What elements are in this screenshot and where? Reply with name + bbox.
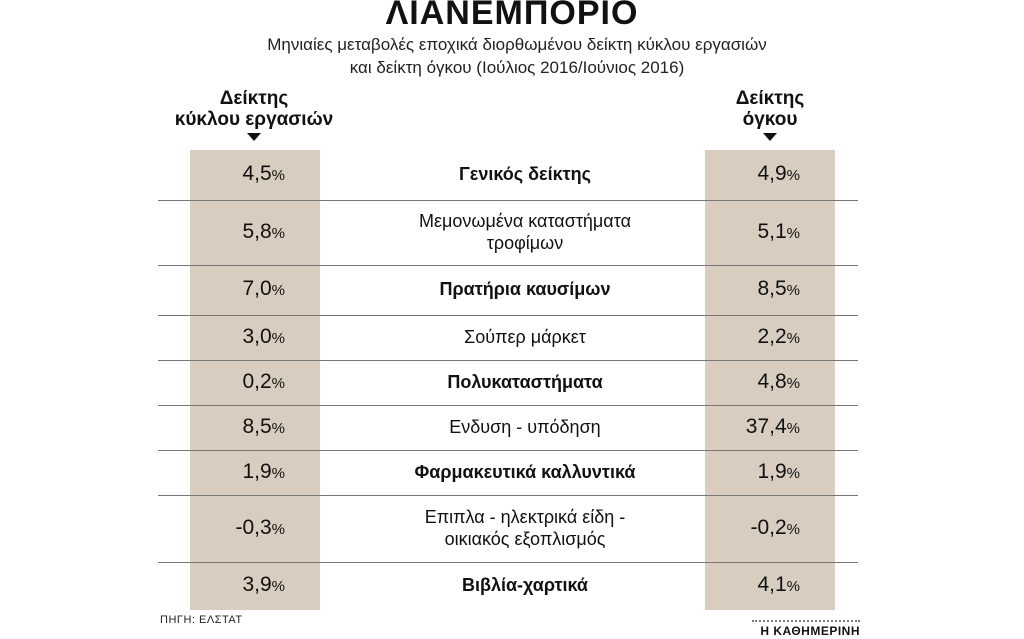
down-arrow-icon xyxy=(763,133,777,141)
category-label: Ενδυση - υπόδηση xyxy=(355,416,695,438)
volume-value: 4,8% xyxy=(700,370,800,394)
percent-sign: % xyxy=(271,520,285,538)
volume-value-number: 8,5 xyxy=(757,277,787,300)
category-label: Φαρμακευτικά καλλυντικά xyxy=(355,461,695,483)
category-label-line: Γενικός δείκτης xyxy=(458,164,592,184)
volume-column-header: Δείκτης όγκου xyxy=(690,88,850,141)
volume-value-number: 5,1 xyxy=(757,219,787,243)
category-label-line: Μεμονωμένα καταστήματα xyxy=(419,210,631,231)
category-label-line: Βιβλία-χαρτικά xyxy=(461,575,588,595)
turnover-value-number: 8,5 xyxy=(242,414,272,438)
category-label-line: Φαρμακευτικά καλλυντικά xyxy=(414,461,636,482)
percent-sign: % xyxy=(271,374,285,392)
category-label: Γενικός δείκτης xyxy=(355,163,695,185)
category-label-line: Πολυκαταστήματα xyxy=(447,371,603,392)
percent-sign: % xyxy=(786,282,800,299)
chart-subtitle-line-2: και δείκτη όγκου (Ιούλιος 2016/Ιούνιος 2… xyxy=(349,58,685,77)
volume-value: 8,5% xyxy=(700,277,800,301)
volume-value-number: 4,8 xyxy=(757,369,787,393)
volume-value: 1,9% xyxy=(700,460,800,484)
volume-value-number: 4,9 xyxy=(757,162,787,185)
percent-sign: % xyxy=(786,329,800,347)
category-label-line: Επιπλα - ηλεκτρικά είδη - xyxy=(424,506,626,527)
percent-sign: % xyxy=(786,464,800,482)
turnover-value-number: 7,0 xyxy=(242,277,272,300)
percent-sign: % xyxy=(786,167,800,184)
percent-sign: % xyxy=(786,374,800,392)
volume-value: 4,1% xyxy=(700,573,800,597)
category-label: Πολυκαταστήματα xyxy=(355,371,695,393)
turnover-value: 0,2% xyxy=(185,370,285,394)
category-label-line: Ενδυση - υπόδηση xyxy=(449,416,601,437)
row-separator xyxy=(158,265,858,266)
volume-value: 37,4% xyxy=(700,415,800,439)
category-label: Βιβλία-χαρτικά xyxy=(355,574,695,596)
turnover-value: 5,8% xyxy=(185,220,285,244)
percent-sign: % xyxy=(271,464,285,482)
turnover-value: -0,3% xyxy=(185,516,285,540)
category-label: Επιπλα - ηλεκτρικά είδη - οικιακός εξοπλι… xyxy=(355,506,695,550)
volume-column-band xyxy=(705,150,835,610)
volume-value: 4,9% xyxy=(700,162,800,186)
category-label-line: Πρατήρια καυσίμων xyxy=(439,279,611,299)
row-separator xyxy=(158,562,858,563)
percent-sign: % xyxy=(271,282,285,299)
volume-header-line-2: όγκου xyxy=(742,109,798,130)
turnover-value: 8,5% xyxy=(185,415,285,439)
turnover-column-band xyxy=(190,150,320,610)
volume-value: -0,2% xyxy=(700,516,800,540)
volume-value-number: 2,2 xyxy=(757,324,787,348)
down-arrow-icon xyxy=(247,133,261,141)
volume-value: 2,2% xyxy=(700,325,800,349)
percent-sign: % xyxy=(786,419,800,437)
volume-value-number: 37,4 xyxy=(745,414,787,438)
category-label: Σούπερ μάρκετ xyxy=(355,326,695,348)
volume-value: 5,1% xyxy=(700,220,800,244)
volume-value-number: -0,2 xyxy=(750,515,787,539)
percent-sign: % xyxy=(271,329,285,347)
turnover-value: 7,0% xyxy=(185,277,285,301)
category-label: Μεμονωμένα καταστήματα τροφίμων xyxy=(355,210,695,254)
percent-sign: % xyxy=(786,578,800,595)
category-label-line: τροφίμων xyxy=(486,232,564,253)
row-separator xyxy=(158,495,858,496)
percent-sign: % xyxy=(271,167,285,184)
row-separator xyxy=(158,450,858,451)
turnover-value-number: 0,2 xyxy=(242,369,272,393)
percent-sign: % xyxy=(271,224,285,242)
turnover-value: 3,9% xyxy=(185,573,285,597)
chart-title: ΛΙΑΝΕΜΠΟΡΙΟ xyxy=(385,0,639,32)
category-label: Πρατήρια καυσίμων xyxy=(355,278,695,300)
chart-subtitle-line-1: Μηνιαίες μεταβολές εποχικά διορθωμένου δ… xyxy=(267,35,767,54)
turnover-value-number: 1,9 xyxy=(242,459,272,483)
category-label-line: Σούπερ μάρκετ xyxy=(464,326,586,347)
turnover-value-number: -0,3 xyxy=(235,515,272,539)
turnover-header-line-2: κύκλου εργασιών xyxy=(174,109,334,130)
turnover-value-number: 3,0 xyxy=(242,324,272,348)
percent-sign: % xyxy=(271,578,285,595)
turnover-value: 1,9% xyxy=(185,460,285,484)
category-label-line: οικιακός εξοπλισμός xyxy=(444,528,606,549)
turnover-value-number: 5,8 xyxy=(242,219,272,243)
turnover-value: 4,5% xyxy=(185,162,285,186)
percent-sign: % xyxy=(786,224,800,242)
percent-sign: % xyxy=(786,520,800,538)
row-separator xyxy=(158,405,858,406)
source-note: ΠΗΓΗ: ΕΛΣΤΑΤ xyxy=(160,614,243,626)
row-separator xyxy=(158,315,858,316)
turnover-value-number: 4,5 xyxy=(242,162,272,185)
volume-header-line-1: Δείκτης xyxy=(735,88,805,109)
brand-logo: Η ΚΑΘΗΜΕΡΙΝΗ xyxy=(752,620,860,638)
turnover-value: 3,0% xyxy=(185,325,285,349)
percent-sign: % xyxy=(271,419,285,437)
volume-value-number: 1,9 xyxy=(757,459,787,483)
turnover-header-line-1: Δείκτης xyxy=(219,88,289,109)
turnover-value-number: 3,9 xyxy=(242,573,272,596)
row-separator xyxy=(158,200,858,201)
volume-value-number: 4,1 xyxy=(757,573,787,596)
row-separator xyxy=(158,360,858,361)
turnover-column-header: Δείκτης κύκλου εργασιών xyxy=(160,88,348,141)
